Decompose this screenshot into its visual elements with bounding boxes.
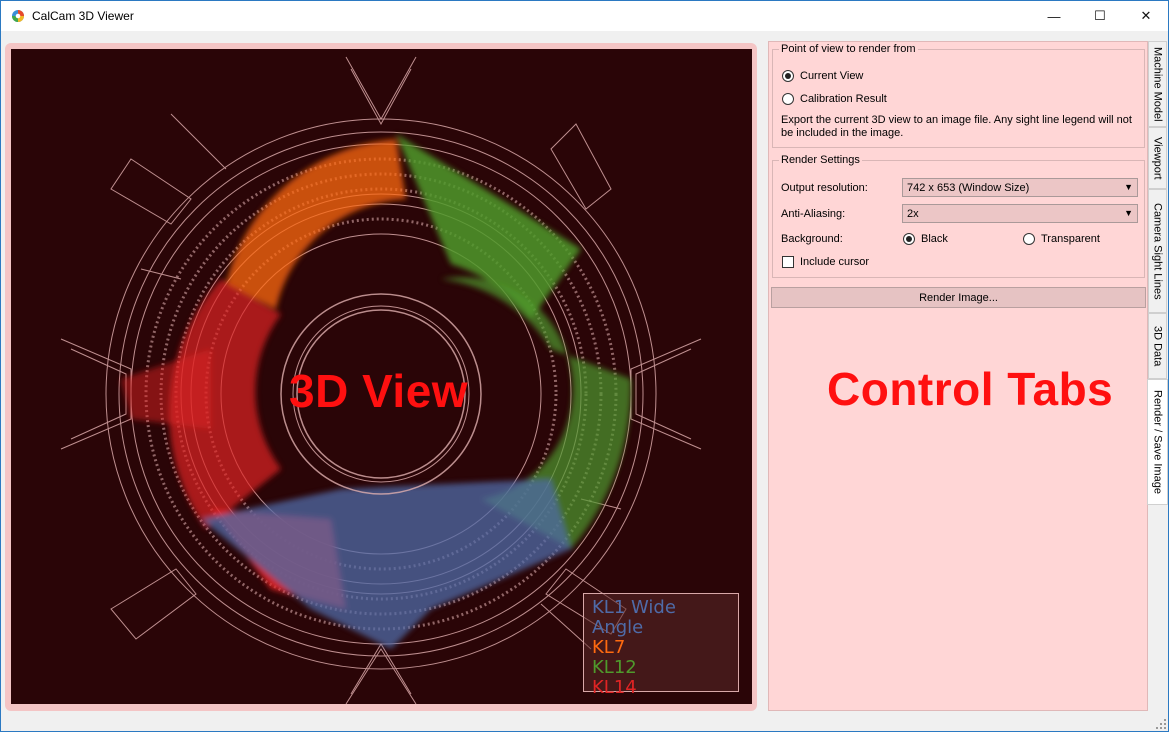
chevron-down-icon: ▼ [1124, 208, 1133, 218]
background-black-radio[interactable] [903, 233, 915, 245]
chevron-down-icon: ▼ [1124, 182, 1133, 192]
anti-aliasing-value: 2x [907, 207, 919, 220]
title-bar[interactable]: CalCam 3D Viewer — ☐ ✕ [1, 1, 1168, 31]
legend-item-kl12: KL12 [592, 657, 637, 678]
background-transparent-label[interactable]: Transparent [1041, 233, 1100, 245]
pov-group: Point of view to render from Current Vie… [772, 43, 1145, 148]
current-view-radio[interactable] [782, 70, 794, 82]
tab-camera-sight-lines[interactable]: Camera Sight Lines [1148, 189, 1167, 313]
tab-viewport-label: Viewport [1151, 136, 1164, 180]
maximize-button[interactable]: ☐ [1077, 1, 1123, 31]
window-title: CalCam 3D Viewer [32, 9, 134, 23]
output-resolution-select[interactable]: 742 x 653 (Window Size) ▼ [902, 178, 1138, 197]
minimize-icon: — [1047, 8, 1061, 24]
client-area: 3D View KL1 Wide Angle KL7 KL12 KL14 Poi… [1, 31, 1168, 731]
tab-render-save-image[interactable]: Render / Save Image [1147, 379, 1168, 505]
output-resolution-value: 742 x 653 (Window Size) [907, 181, 1030, 194]
anti-aliasing-label: Anti-Aliasing: [781, 208, 846, 220]
background-transparent-radio[interactable] [1023, 233, 1035, 245]
render-image-button[interactable]: Render Image... [771, 287, 1146, 308]
legend-item-kl1: KL1 Wide Angle [592, 597, 676, 638]
tab-3d-data-label: 3D Data [1151, 325, 1164, 367]
panel-overlay-label: Control Tabs [827, 363, 1114, 415]
include-cursor-checkbox[interactable] [782, 256, 794, 268]
current-view-label[interactable]: Current View [800, 70, 864, 82]
tab-machine-model-label: Machine Model [1151, 46, 1164, 122]
minimize-button[interactable]: — [1031, 1, 1077, 31]
render-settings-title: Render Settings [779, 154, 862, 166]
3d-viewport[interactable]: 3D View KL1 Wide Angle KL7 KL12 KL14 [11, 49, 752, 704]
background-label: Background: [781, 233, 843, 245]
tab-3d-data[interactable]: 3D Data [1148, 313, 1167, 379]
background-black-label[interactable]: Black [921, 233, 948, 245]
legend-item-kl14: KL14 [592, 677, 637, 698]
legend-item-kl7: KL7 [592, 637, 626, 658]
view-frame: 3D View KL1 Wide Angle KL7 KL12 KL14 [5, 43, 757, 711]
pov-group-title: Point of view to render from [779, 43, 918, 55]
resize-grip-icon[interactable] [1156, 719, 1166, 729]
pov-description: Export the current 3D view to an image f… [781, 114, 1132, 139]
sight-line-legend: KL1 Wide Angle KL7 KL12 KL14 [583, 593, 739, 698]
machine-render [60, 56, 702, 704]
view-overlay-label: 3D View [289, 365, 469, 417]
tab-render-save-image-label: Render / Save Image [1151, 390, 1164, 494]
calibration-result-radio[interactable] [782, 93, 794, 105]
calcam-logo-icon [12, 10, 24, 22]
tab-machine-model[interactable]: Machine Model [1148, 41, 1167, 127]
render-settings-group: Render Settings Output resolution: 742 x… [772, 154, 1145, 278]
close-icon: ✕ [1140, 8, 1152, 23]
close-button[interactable]: ✕ [1123, 1, 1169, 31]
control-tabs: Machine Model Viewport Camera Sight Line… [1147, 41, 1168, 711]
tab-camera-sight-lines-label: Camera Sight Lines [1151, 202, 1164, 300]
calibration-result-label[interactable]: Calibration Result [800, 93, 887, 105]
anti-aliasing-select[interactable]: 2x ▼ [902, 204, 1138, 223]
output-resolution-label: Output resolution: [781, 182, 868, 194]
include-cursor-label[interactable]: Include cursor [800, 256, 870, 268]
tab-viewport[interactable]: Viewport [1148, 127, 1167, 189]
maximize-icon: ☐ [1094, 8, 1106, 23]
render-save-panel: Point of view to render from Current Vie… [768, 41, 1148, 711]
